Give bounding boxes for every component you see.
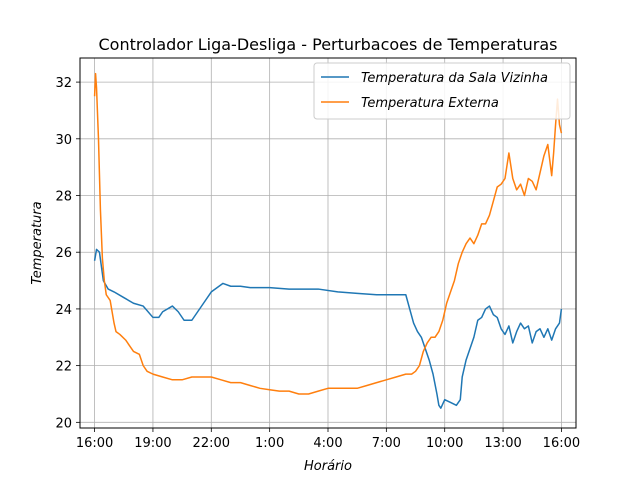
legend-box	[313, 62, 571, 120]
y-axis-title: Temperatura	[30, 201, 45, 284]
y-tick-label: 26	[55, 246, 72, 261]
x-tick-label: 7:00	[372, 436, 401, 451]
series-line-externa	[93, 72, 563, 395]
legend-label-externa: Temperatura Externa	[361, 96, 499, 111]
x-tick-label: 19:00	[134, 436, 171, 451]
chart-title: Controlador Liga-Desliga - Perturbacoes …	[98, 35, 557, 54]
y-tick-label: 30	[55, 133, 72, 148]
x-tick-label: 13:00	[484, 436, 521, 451]
y-tick-label: 24	[55, 303, 72, 318]
x-tick-label: 4:00	[313, 436, 342, 451]
legend-label-sala-vizinha: Temperatura da Sala Vizinha	[361, 71, 548, 86]
y-tick-label: 22	[55, 360, 72, 375]
grid-lines	[80, 58, 576, 428]
x-tick-label: 16:00	[76, 436, 113, 451]
axis-ticks: 16:00 19:00 22:00 1:00 4:00 7:00 10:00 13:00 16:…	[55, 76, 580, 451]
y-tick-label: 28	[55, 190, 72, 205]
x-axis-title: Horário	[304, 459, 352, 474]
series-line-sala-vizinha	[93, 248, 563, 409]
x-tick-label: 1:00	[255, 436, 284, 451]
series-lines	[93, 72, 563, 409]
y-tick-label: 32	[55, 76, 72, 91]
x-tick-label: 16:00	[543, 436, 580, 451]
x-tick-label: 10:00	[426, 436, 463, 451]
legend: Temperatura da Sala Vizinha Temperatura …	[313, 62, 571, 120]
y-tick-label: 20	[55, 416, 72, 431]
x-tick-label: 22:00	[193, 436, 230, 451]
